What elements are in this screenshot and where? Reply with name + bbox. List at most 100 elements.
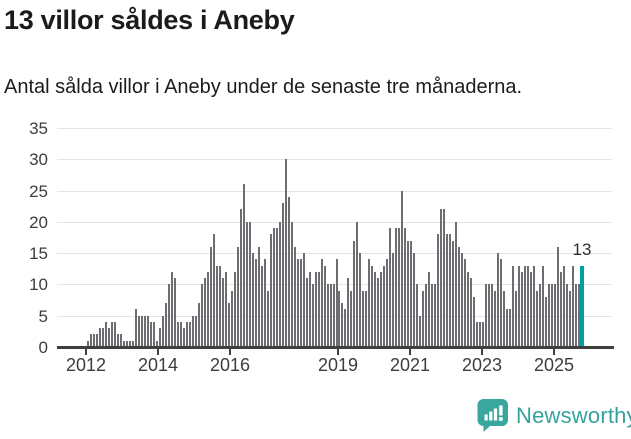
x-tick-label: 2025	[533, 355, 575, 375]
bar	[515, 291, 518, 347]
bar	[407, 241, 410, 347]
bar	[122, 341, 125, 347]
bar	[251, 253, 254, 347]
bar	[452, 241, 455, 347]
bar	[182, 328, 185, 347]
bar	[326, 284, 329, 347]
newsworthy-logo[interactable]: Newsworthy	[476, 398, 631, 433]
y-tick-label: 35	[29, 119, 48, 138]
bar	[437, 234, 440, 347]
bar	[227, 303, 230, 347]
bar	[266, 291, 269, 347]
bar	[143, 316, 146, 347]
y-tick-label: 5	[38, 306, 48, 326]
bar	[485, 284, 488, 347]
bar	[344, 309, 347, 347]
bar	[482, 322, 485, 347]
bar	[224, 272, 227, 347]
bar	[341, 303, 344, 347]
highlighted-bar	[580, 266, 584, 347]
bar	[146, 316, 149, 347]
bar	[233, 272, 236, 347]
bar	[314, 272, 317, 347]
bar	[566, 284, 569, 347]
bar	[239, 209, 242, 347]
bar	[98, 328, 101, 347]
bar	[158, 328, 161, 347]
bar	[275, 228, 278, 347]
bar	[134, 309, 137, 347]
plot-area	[57, 128, 612, 347]
bar	[518, 266, 521, 347]
bar	[578, 284, 581, 347]
bar	[359, 253, 362, 347]
x-tick-label: 2019	[317, 355, 359, 375]
bar	[179, 322, 182, 347]
bar	[434, 284, 437, 347]
bar	[569, 291, 572, 347]
bar	[488, 284, 491, 347]
gridline	[57, 221, 612, 223]
bar	[494, 291, 497, 347]
bar	[287, 197, 290, 347]
bar	[269, 234, 272, 347]
page-title: 13 villor såldes i Aneby	[4, 5, 295, 35]
x-tick-label: 2023	[461, 355, 503, 375]
bar	[503, 291, 506, 347]
x-tick	[157, 349, 159, 355]
bar	[398, 228, 401, 347]
bar	[119, 334, 122, 347]
bar	[311, 284, 314, 347]
bar	[209, 247, 212, 347]
bar	[128, 341, 131, 347]
bar	[137, 316, 140, 347]
bar	[419, 316, 422, 347]
bar	[254, 259, 257, 347]
bar	[470, 278, 473, 347]
bar	[416, 284, 419, 347]
bar	[173, 278, 176, 347]
gridline	[57, 159, 612, 161]
x-tick-label: 2012	[65, 355, 107, 375]
bar	[164, 303, 167, 347]
bar	[404, 228, 407, 347]
bar	[167, 284, 170, 347]
bar	[335, 259, 338, 347]
bar	[545, 297, 548, 347]
bar	[461, 253, 464, 347]
bar	[413, 253, 416, 347]
bar	[356, 222, 359, 347]
bar	[524, 266, 527, 347]
bar	[365, 291, 368, 347]
bar	[533, 266, 536, 347]
bar	[455, 222, 458, 347]
y-tick-label: 20	[29, 212, 48, 232]
bar	[197, 303, 200, 347]
bar	[260, 266, 263, 347]
bar	[425, 284, 428, 347]
bar	[206, 272, 209, 347]
bar	[236, 247, 239, 347]
bar	[446, 234, 449, 347]
gridline	[57, 190, 612, 192]
bar	[101, 328, 104, 347]
bar	[383, 266, 386, 347]
gridline	[57, 284, 612, 286]
bar	[248, 222, 251, 347]
bar	[395, 228, 398, 347]
bar	[242, 184, 245, 347]
bar	[443, 209, 446, 347]
bar	[491, 284, 494, 347]
bar	[368, 259, 371, 347]
bar	[548, 284, 551, 347]
bar	[572, 266, 575, 347]
y-tick-label: 10	[29, 275, 48, 295]
bar	[272, 228, 275, 347]
bar	[215, 266, 218, 347]
bar	[473, 297, 476, 347]
y-tick-label: 30	[29, 150, 48, 170]
bar	[521, 272, 524, 347]
bar	[512, 266, 515, 347]
bar	[155, 341, 158, 347]
